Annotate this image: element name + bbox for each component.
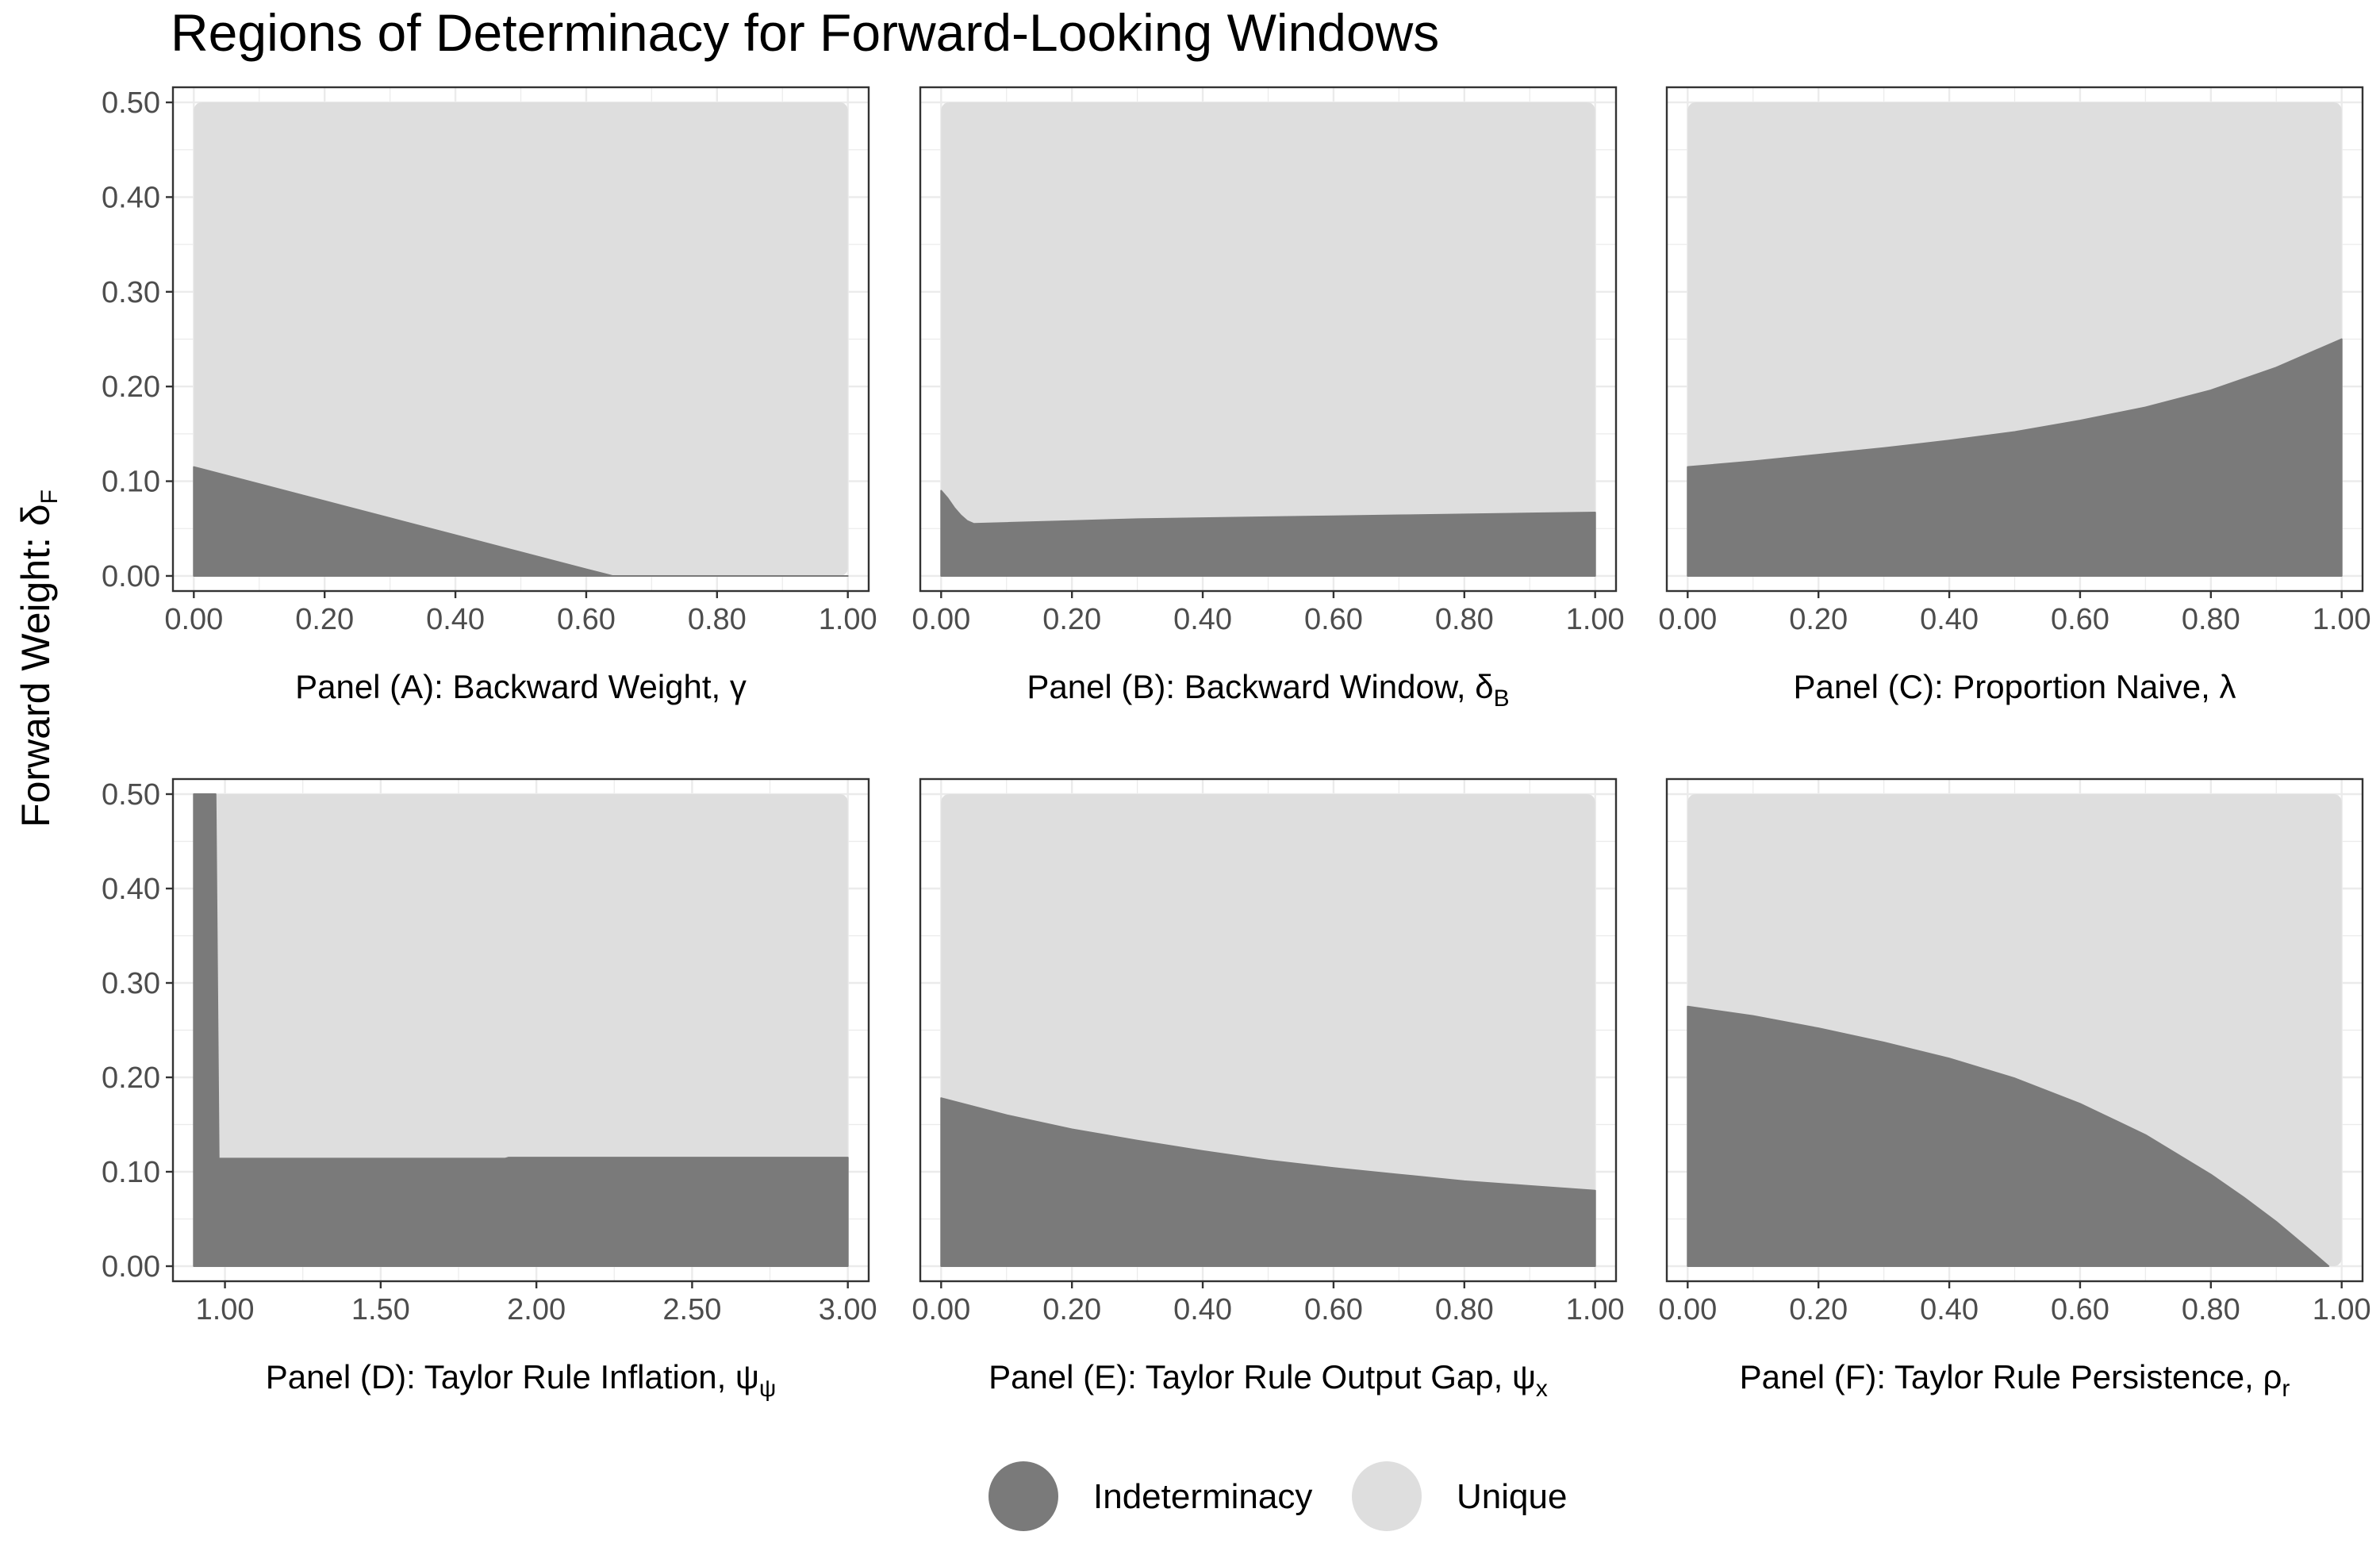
x-tick-label: 1.00 <box>2313 1293 2371 1326</box>
x-tick-label: 0.40 <box>1920 1293 1979 1326</box>
indeterminacy-region <box>940 1097 1596 1268</box>
y-tick-label: 0.20 <box>102 370 160 404</box>
x-tick-label: 1.00 <box>819 603 877 636</box>
legend-label: Indeterminacy <box>1093 1477 1312 1516</box>
x-axis-label: Panel (A): Backward Weight, γ <box>295 668 747 705</box>
chart-title: Regions of Determinacy for Forward-Looki… <box>171 3 1439 62</box>
legend-swatch <box>988 1461 1058 1531</box>
panel-border <box>919 86 1618 593</box>
y-tick-label: 0.00 <box>102 1250 160 1284</box>
legend-item-unique: Unique <box>1352 1461 1567 1531</box>
x-axis-label-main: Panel (E): Taylor Rule Output Gap, ψ <box>988 1358 1536 1395</box>
x-tick-label: 0.00 <box>164 603 223 636</box>
panel-border <box>171 777 870 1283</box>
panel-border <box>919 777 1618 1283</box>
x-tick-label: 0.80 <box>1435 1293 1494 1326</box>
x-axis-label: Panel (E): Taylor Rule Output Gap, ψx <box>988 1358 1548 1402</box>
x-tick-label: 0.60 <box>2051 1293 2109 1326</box>
x-tick-label: 3.00 <box>819 1293 877 1326</box>
panels-layer: 0.00 0.20 0.40 0.60 0.80 1.00 0.00 0.10 0.20 0.30… <box>102 86 2371 1402</box>
unique-region <box>941 102 1595 576</box>
x-tick-label: 0.20 <box>1042 603 1101 636</box>
x-tick-label: 2.50 <box>662 1293 721 1326</box>
x-tick-label: 0.80 <box>2182 1293 2240 1326</box>
x-tick-label: 1.00 <box>196 1293 255 1326</box>
y-axis-label-main: Forward Weight: δ <box>13 504 58 827</box>
y-tick-label: 0.10 <box>102 1156 160 1189</box>
x-axis-label-subscript: r <box>2282 1376 2290 1402</box>
panel-border <box>171 86 870 593</box>
y-tick-label: 0.10 <box>102 466 160 499</box>
x-tick-label: 0.20 <box>1042 1293 1101 1326</box>
x-tick-label: 0.80 <box>688 603 747 636</box>
legend-item-indeterminacy: Indeterminacy <box>988 1461 1312 1531</box>
y-tick-label: 0.40 <box>102 873 160 906</box>
indeterminacy-region <box>1687 1005 2330 1268</box>
indeterminacy-region <box>940 489 1596 577</box>
panel-d: 1.00 1.50 2.00 2.50 3.00 0.00 0.10 0.20 0.30 0.40… <box>102 777 877 1402</box>
x-axis-label-subscript: x <box>1536 1376 1548 1402</box>
y-tick-label: 0.20 <box>102 1061 160 1095</box>
x-axis-label: Panel (B): Backward Window, δB <box>1027 668 1509 712</box>
panel-a: 0.00 0.20 0.40 0.60 0.80 1.00 0.00 0.10 0.20 0.30… <box>102 86 877 705</box>
x-axis-label-main: Panel (B): Backward Window, δ <box>1027 668 1493 705</box>
x-tick-label: 1.00 <box>1566 1293 1625 1326</box>
x-axis-label: Panel (C): Proportion Naive, λ <box>1794 668 2236 705</box>
x-tick-label: 0.20 <box>1789 1293 1848 1326</box>
panel-b: 0.00 0.20 0.40 0.60 0.80 1.00 Panel (B): Backw… <box>912 86 1625 712</box>
y-tick-label: 0.50 <box>102 778 160 812</box>
x-axis-label: Panel (D): Taylor Rule Inflation, ψψ <box>266 1358 777 1402</box>
legend-label: Unique <box>1457 1477 1567 1516</box>
panel-border <box>1665 86 2364 593</box>
indeterminacy-region <box>1687 338 2343 577</box>
x-tick-label: 0.60 <box>2051 603 2109 636</box>
x-tick-label: 0.00 <box>1658 1293 1717 1326</box>
x-tick-label: 0.00 <box>912 603 970 636</box>
x-tick-label: 0.80 <box>1435 603 1494 636</box>
x-tick-label: 1.50 <box>351 1293 410 1326</box>
indeterminacy-region <box>193 793 849 1268</box>
panel-c: 0.00 0.20 0.40 0.60 0.80 1.00 Panel (C): Propo… <box>1658 86 2371 705</box>
x-tick-label: 0.40 <box>426 603 485 636</box>
x-axis-label-main: Panel (A): Backward Weight, γ <box>295 668 747 705</box>
x-tick-label: 1.00 <box>1566 603 1625 636</box>
unique-region <box>194 102 848 576</box>
x-axis-label-subscript: ψ <box>759 1376 776 1402</box>
y-tick-label: 0.30 <box>102 276 160 309</box>
x-tick-label: 0.00 <box>912 1293 970 1326</box>
x-tick-label: 0.40 <box>1173 603 1232 636</box>
x-tick-label: 0.40 <box>1173 1293 1232 1326</box>
x-axis-label-main: Panel (C): Proportion Naive, λ <box>1794 668 2236 705</box>
y-axis-label-subscript: F <box>36 489 63 504</box>
panel-border <box>1665 777 2364 1283</box>
x-tick-label: 0.80 <box>2182 603 2240 636</box>
x-tick-label: 0.20 <box>295 603 354 636</box>
indeterminacy-region <box>193 466 849 577</box>
y-tick-label: 0.30 <box>102 967 160 1000</box>
unique-region <box>194 793 848 1267</box>
x-tick-label: 0.40 <box>1920 603 1979 636</box>
x-axis-label: Panel (F): Taylor Rule Persistence, ρr <box>1740 1358 2290 1402</box>
legend-swatch <box>1352 1461 1422 1531</box>
x-tick-label: 0.60 <box>1304 1293 1363 1326</box>
x-tick-label: 0.60 <box>557 603 616 636</box>
y-tick-label: 0.00 <box>102 560 160 593</box>
x-tick-label: 0.00 <box>1658 603 1717 636</box>
x-axis-label-main: Panel (D): Taylor Rule Inflation, ψ <box>266 1358 759 1395</box>
x-axis-label-subscript: B <box>1494 685 1510 712</box>
x-tick-label: 0.20 <box>1789 603 1848 636</box>
x-axis-label-main: Panel (F): Taylor Rule Persistence, ρ <box>1740 1358 2282 1395</box>
y-tick-label: 0.50 <box>102 86 160 120</box>
x-tick-label: 1.00 <box>2313 603 2371 636</box>
x-tick-label: 2.00 <box>507 1293 566 1326</box>
x-tick-label: 0.60 <box>1304 603 1363 636</box>
legend: Indeterminacy Unique <box>988 1461 1567 1531</box>
y-tick-label: 0.40 <box>102 181 160 214</box>
panel-e: 0.00 0.20 0.40 0.60 0.80 1.00 Panel (E): Taylo… <box>912 777 1625 1402</box>
panel-f: 0.00 0.20 0.40 0.60 0.80 1.00 Panel (F): Taylo… <box>1658 777 2371 1402</box>
y-axis-label: Forward Weight: δF <box>13 489 63 827</box>
